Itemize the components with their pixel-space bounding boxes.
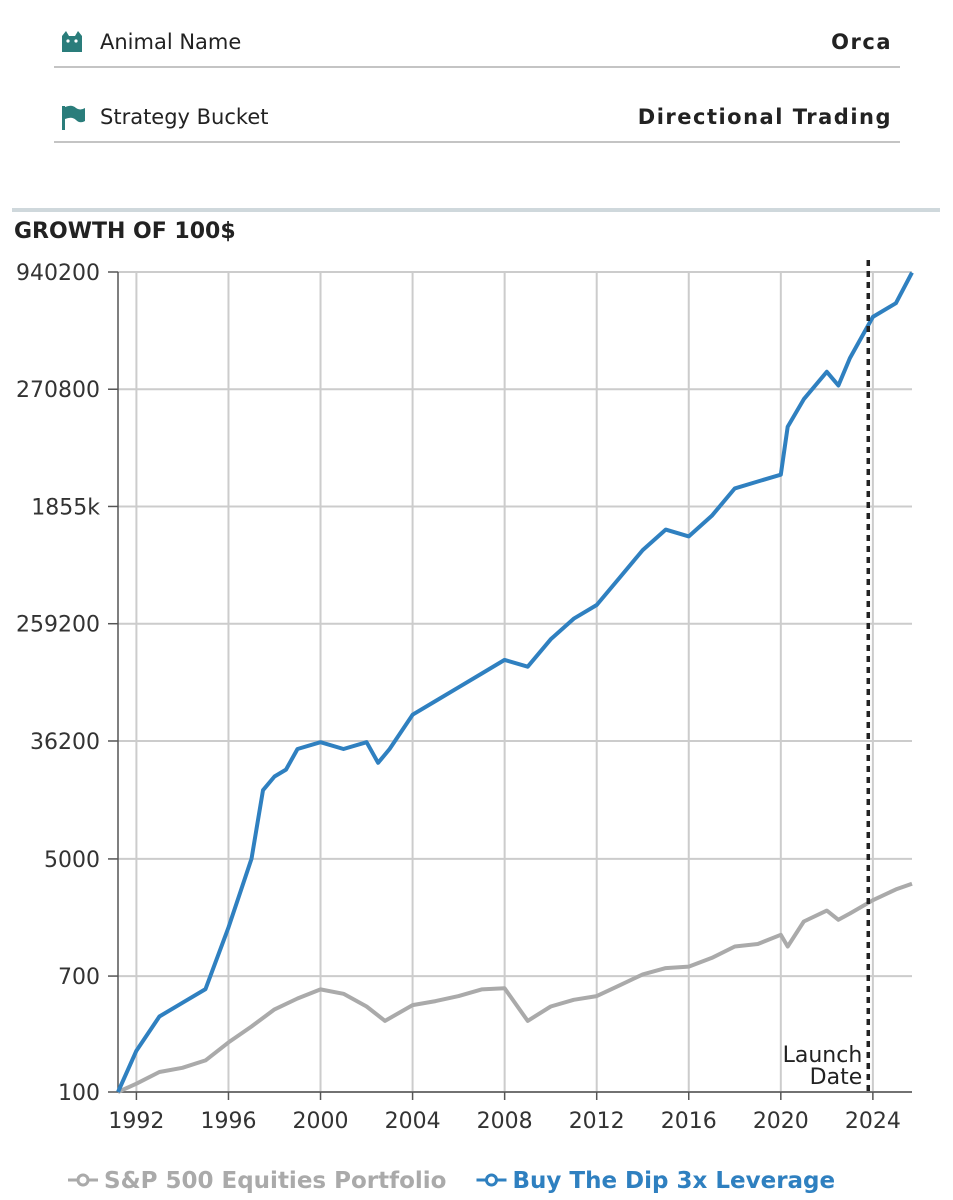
y-tick-label: 100 [58, 1081, 100, 1106]
x-tick-label: 2000 [293, 1109, 349, 1134]
y-tick-label: 5000 [44, 848, 100, 873]
x-tick-label: 1992 [108, 1109, 164, 1134]
y-tick-label: 36200 [30, 730, 100, 755]
row-value: Orca [831, 30, 892, 54]
series-line [116, 271, 914, 1093]
row-label: Animal Name [100, 30, 242, 54]
legend-label: S&P 500 Equities Portfolio [104, 1168, 446, 1194]
cat-icon [62, 31, 82, 52]
info-row: Animal Name Orca [54, 16, 900, 68]
x-tick-label: 1996 [200, 1109, 256, 1134]
y-tick-label: 270800 [16, 378, 100, 403]
chart-title: GROWTH OF 100$ [14, 219, 236, 244]
legend-label: Buy The Dip 3x Leverage [512, 1168, 835, 1194]
annotation: Launch [783, 1043, 863, 1068]
x-tick-label: 2020 [753, 1109, 809, 1134]
x-tick-label: 2008 [477, 1109, 533, 1134]
info-row: Strategy Bucket Directional Trading [54, 91, 900, 143]
y-tick-label: 1855k [31, 495, 100, 520]
flag-icon [62, 105, 85, 130]
y-tick-label: 259200 [16, 613, 100, 638]
annotation: Date [810, 1065, 863, 1090]
series-line [117, 881, 913, 1094]
x-tick-label: 2016 [661, 1109, 717, 1134]
legend-swatch [484, 1173, 498, 1187]
y-tick-label: 940200 [16, 261, 100, 286]
legend-item: Buy The Dip 3x Leverage [476, 1168, 835, 1194]
legend-swatch [76, 1173, 90, 1187]
y-tick-label: 700 [58, 965, 100, 990]
x-tick-label: 2012 [569, 1109, 625, 1134]
x-tick-label: 2024 [845, 1109, 901, 1134]
x-tick-label: 2004 [385, 1109, 441, 1134]
row-value: Directional Trading [637, 105, 892, 129]
row-label: Strategy Bucket [100, 105, 269, 129]
legend-item: S&P 500 Equities Portfolio [68, 1168, 446, 1194]
chart: GROWTH OF 100$ 100 700 5000 36200 259200 1855… [12, 208, 940, 1194]
